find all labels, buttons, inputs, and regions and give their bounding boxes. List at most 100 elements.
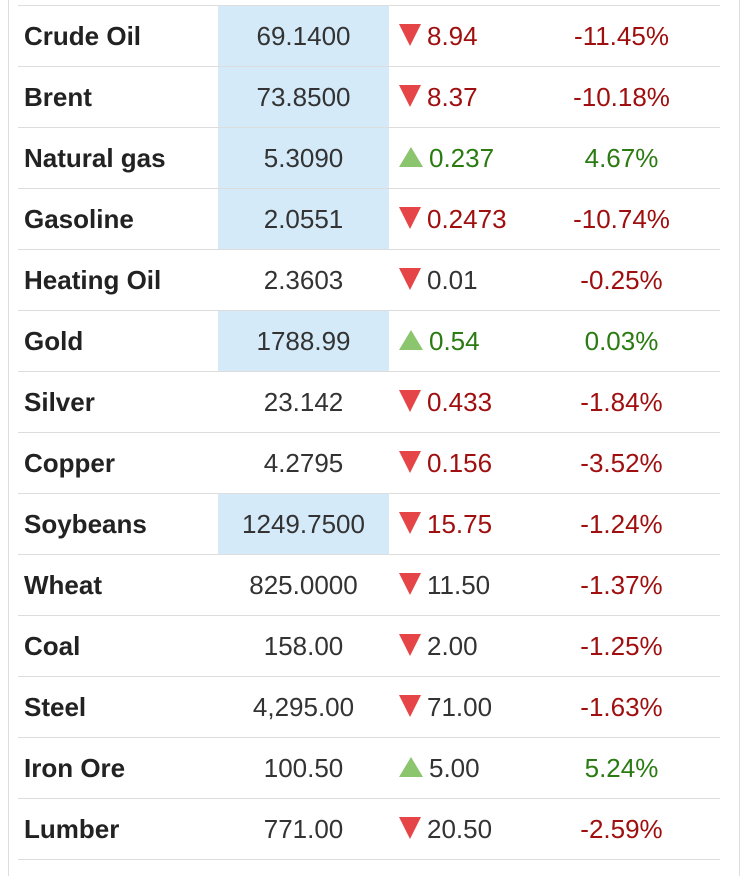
price-change-value: 11.50 bbox=[427, 569, 491, 600]
percent-change: -0.25% bbox=[543, 249, 720, 311]
price-change-value: 15.75 bbox=[427, 508, 493, 539]
table-row[interactable]: Brent 73.8500 8.37 -10.18% bbox=[18, 66, 720, 128]
percent-change: 4.67% bbox=[543, 127, 720, 189]
up-triangle-icon bbox=[399, 756, 423, 777]
down-triangle-icon bbox=[399, 816, 421, 839]
price-change-value: 0.54 bbox=[429, 325, 480, 356]
price-change-value: 71.00 bbox=[427, 691, 493, 722]
percent-change: -11.45% bbox=[543, 5, 720, 67]
commodity-price: 1788.99 bbox=[218, 310, 389, 372]
commodity-name[interactable]: Brent bbox=[18, 66, 218, 128]
commodity-price: 5.3090 bbox=[218, 127, 389, 189]
down-triangle-icon bbox=[399, 206, 421, 229]
down-triangle-icon bbox=[399, 267, 421, 290]
down-triangle-icon bbox=[399, 633, 421, 656]
price-change: 0.156 bbox=[389, 432, 543, 494]
price-change: 20.50 bbox=[389, 798, 543, 860]
table-row[interactable]: Coal 158.00 2.00 -1.25% bbox=[18, 615, 720, 677]
down-triangle-icon bbox=[399, 450, 421, 473]
price-change-value: 5.00 bbox=[429, 752, 480, 783]
up-triangle-icon bbox=[399, 146, 423, 167]
price-change-value: 2.00 bbox=[427, 630, 478, 661]
commodity-name[interactable]: Silver bbox=[18, 371, 218, 433]
price-change: 71.00 bbox=[389, 676, 543, 738]
price-change: 2.00 bbox=[389, 615, 543, 677]
percent-change: 0.03% bbox=[543, 310, 720, 372]
commodities-table-body: Crude Oil 69.1400 8.94 -11.45% Brent 73.8500 8… bbox=[18, 5, 720, 860]
table-row[interactable]: Lumber 771.00 20.50 -2.59% bbox=[18, 798, 720, 860]
price-change: 0.2473 bbox=[389, 188, 543, 250]
commodity-price: 2.3603 bbox=[218, 249, 389, 311]
price-change-value: 8.37 bbox=[427, 81, 478, 112]
commodity-price: 158.00 bbox=[218, 615, 389, 677]
commodity-name[interactable]: Iron Ore bbox=[18, 737, 218, 799]
price-change-value: 20.50 bbox=[427, 813, 493, 844]
percent-change: 5.24% bbox=[543, 737, 720, 799]
commodity-price: 771.00 bbox=[218, 798, 389, 860]
percent-change: -2.59% bbox=[543, 798, 720, 860]
commodity-price: 73.8500 bbox=[218, 66, 389, 128]
commodity-price: 4,295.00 bbox=[218, 676, 389, 738]
down-triangle-icon bbox=[399, 389, 421, 412]
price-change: 8.94 bbox=[389, 5, 543, 67]
table-row[interactable]: Steel 4,295.00 71.00 -1.63% bbox=[18, 676, 720, 738]
down-triangle-icon bbox=[399, 84, 421, 107]
table-row[interactable]: Gold 1788.99 0.54 0.03% bbox=[18, 310, 720, 372]
price-change-value: 8.94 bbox=[427, 20, 478, 51]
percent-change: -1.25% bbox=[543, 615, 720, 677]
table-row[interactable]: Crude Oil 69.1400 8.94 -11.45% bbox=[18, 5, 720, 67]
table-row[interactable]: Iron Ore 100.50 5.00 5.24% bbox=[18, 737, 720, 799]
commodity-price: 4.2795 bbox=[218, 432, 389, 494]
table-row[interactable]: Silver 23.142 0.433 -1.84% bbox=[18, 371, 720, 433]
commodity-price: 100.50 bbox=[218, 737, 389, 799]
down-triangle-icon bbox=[399, 511, 421, 534]
commodity-name[interactable]: Soybeans bbox=[18, 493, 218, 555]
price-change: 0.433 bbox=[389, 371, 543, 433]
price-change: 11.50 bbox=[389, 554, 543, 616]
commodities-table: Crude Oil 69.1400 8.94 -11.45% Brent 73.8500 8… bbox=[18, 5, 720, 860]
table-row[interactable]: Copper 4.2795 0.156 -3.52% bbox=[18, 432, 720, 494]
commodity-name[interactable]: Coal bbox=[18, 615, 218, 677]
price-change-value: 0.156 bbox=[427, 447, 493, 478]
percent-change: -1.24% bbox=[543, 493, 720, 555]
table-row[interactable]: Gasoline 2.0551 0.2473 -10.74% bbox=[18, 188, 720, 250]
price-change: 0.54 bbox=[389, 310, 543, 372]
commodity-price: 825.0000 bbox=[218, 554, 389, 616]
table-row[interactable]: Natural gas 5.3090 0.237 4.67% bbox=[18, 127, 720, 189]
price-change-value: 0.237 bbox=[429, 142, 495, 173]
percent-change: -1.63% bbox=[543, 676, 720, 738]
commodity-name[interactable]: Heating Oil bbox=[18, 249, 218, 311]
price-change-value: 0.01 bbox=[427, 264, 478, 295]
price-change-value: 0.2473 bbox=[427, 203, 507, 234]
commodity-name[interactable]: Lumber bbox=[18, 798, 218, 860]
up-triangle-icon bbox=[399, 329, 423, 350]
commodity-price: 2.0551 bbox=[218, 188, 389, 250]
percent-change: -3.52% bbox=[543, 432, 720, 494]
percent-change: -10.74% bbox=[543, 188, 720, 250]
price-change: 5.00 bbox=[389, 737, 543, 799]
price-change: 0.237 bbox=[389, 127, 543, 189]
table-row[interactable]: Heating Oil 2.3603 0.01 -0.25% bbox=[18, 249, 720, 311]
down-triangle-icon bbox=[399, 572, 421, 595]
commodity-price: 69.1400 bbox=[218, 5, 389, 67]
commodities-panel: Crude Oil 69.1400 8.94 -11.45% Brent 73.8500 8… bbox=[8, 0, 740, 876]
commodity-name[interactable]: Crude Oil bbox=[18, 5, 218, 67]
commodity-name[interactable]: Wheat bbox=[18, 554, 218, 616]
commodity-name[interactable]: Gold bbox=[18, 310, 218, 372]
commodity-name[interactable]: Gasoline bbox=[18, 188, 218, 250]
commodity-name[interactable]: Copper bbox=[18, 432, 218, 494]
table-row[interactable]: Wheat 825.0000 11.50 -1.37% bbox=[18, 554, 720, 616]
commodity-name[interactable]: Natural gas bbox=[18, 127, 218, 189]
percent-change: -10.18% bbox=[543, 66, 720, 128]
table-row[interactable]: Soybeans 1249.7500 15.75 -1.24% bbox=[18, 493, 720, 555]
commodity-name[interactable]: Steel bbox=[18, 676, 218, 738]
commodity-price: 1249.7500 bbox=[218, 493, 389, 555]
price-change: 8.37 bbox=[389, 66, 543, 128]
down-triangle-icon bbox=[399, 23, 421, 46]
percent-change: -1.84% bbox=[543, 371, 720, 433]
price-change: 0.01 bbox=[389, 249, 543, 311]
down-triangle-icon bbox=[399, 694, 421, 717]
commodity-price: 23.142 bbox=[218, 371, 389, 433]
percent-change: -1.37% bbox=[543, 554, 720, 616]
price-change-value: 0.433 bbox=[427, 386, 493, 417]
